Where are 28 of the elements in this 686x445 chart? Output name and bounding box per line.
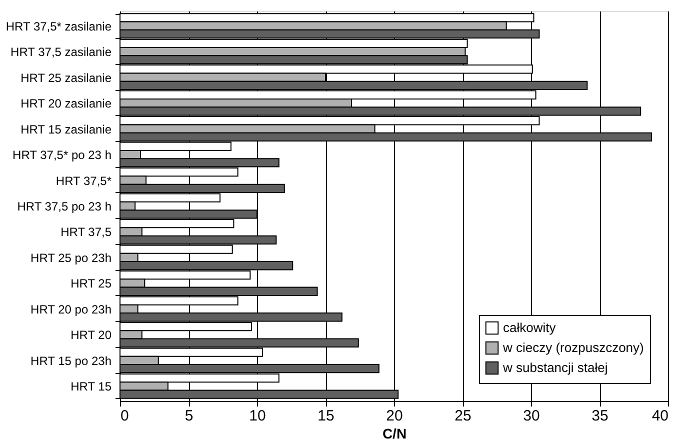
- y-tick-label: HRT 25 zasilanie: [20, 70, 112, 85]
- y-tick-label: HRT 20 po 23h: [30, 302, 112, 316]
- x-axis-title: C/N: [382, 426, 407, 442]
- x-tick-label: 30: [523, 408, 540, 424]
- legend-label: w cieczy (rozpuszczony): [502, 340, 644, 355]
- y-tick-label: HRT 37,5 zasilanie: [10, 45, 112, 60]
- x-tick-label: 0: [120, 408, 129, 424]
- y-tick-label: HRT 20: [70, 328, 112, 342]
- y-tick-label: HRT 37,5*: [56, 174, 112, 188]
- y-tick-label: HRT 15 po 23h: [30, 354, 112, 368]
- x-tick-label: 20: [386, 408, 403, 424]
- y-tick-label: HRT 25: [70, 276, 112, 291]
- y-tick-label: HRT 25 po 23h: [30, 250, 112, 265]
- legend-label: całkowity: [503, 320, 556, 335]
- y-tick-label: HRT 15: [70, 380, 112, 394]
- y-tick-label: HRT 37,5* po 23 h: [12, 148, 112, 162]
- y-tick-label: HRT 37,5: [60, 225, 112, 240]
- x-tick-label: 40: [652, 408, 668, 424]
- y-tick-label: HRT 37,5 po 23 h: [17, 200, 112, 214]
- x-tick-label: 10: [249, 408, 266, 424]
- y-tick-label: HRT 15 zasilanie: [20, 122, 112, 136]
- y-tick-label: HRT 20 zasilanie: [20, 96, 112, 111]
- x-tick-label: 35: [592, 408, 608, 424]
- y-tick-label: HRT 37,5* zasilanie: [6, 19, 112, 34]
- x-tick-label: 25: [454, 408, 472, 424]
- x-tick-label: 15: [318, 408, 334, 424]
- legend-label: w substancji stałej: [502, 360, 608, 375]
- x-tick-label: 5: [184, 408, 194, 424]
